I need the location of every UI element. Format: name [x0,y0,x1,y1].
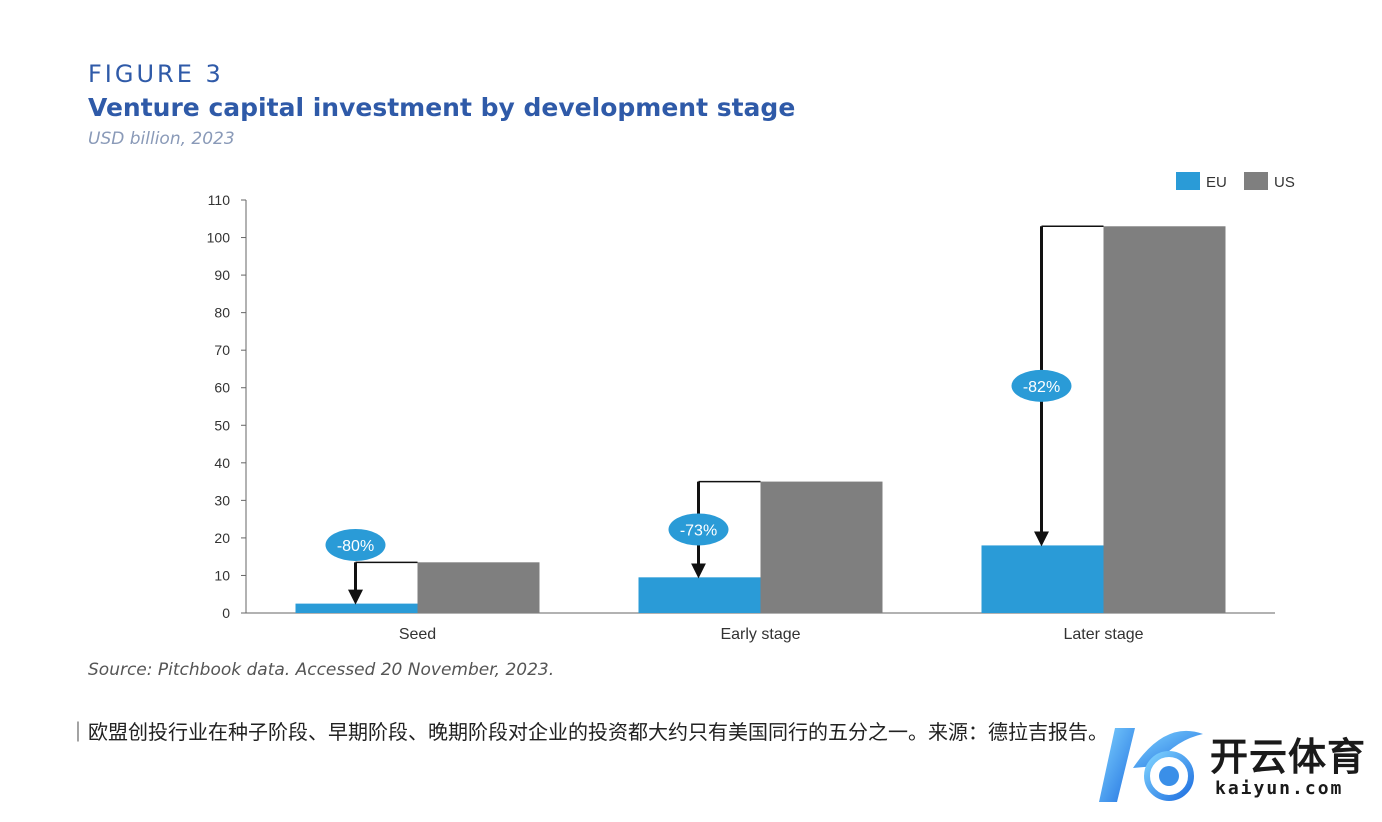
y-tick-label: 60 [214,380,230,396]
x-tick-label: Seed [399,626,436,643]
gap-badge [1011,369,1072,402]
y-tick-label: 110 [208,192,231,208]
bar-us [417,562,540,613]
figure-label: FIGURE 3 [88,60,224,88]
bar-us [760,481,883,613]
legend-swatch-eu [1176,172,1200,190]
y-tick-label: 70 [214,342,230,358]
y-tick-label: 80 [214,305,230,321]
legend-label-eu: EU [1206,174,1227,191]
gap-label: -80% [337,538,374,555]
y-tick-label: 90 [214,267,230,283]
y-tick-label: 20 [214,530,230,546]
x-tick-label: Early stage [720,626,800,643]
gap-badge [325,528,386,561]
gap-badge [668,513,729,546]
y-tick-label: 50 [214,417,230,433]
y-tick-label: 30 [214,492,230,508]
chart-title: Venture capital investment by developmen… [88,93,796,122]
x-tick-label: Later stage [1063,626,1143,643]
bar-eu [981,545,1104,613]
bar-chart: 0 10 20 30 40 50 60 70 80 90 100 110 Seed -80% Early s… [207,172,1295,643]
y-tick-label: 100 [207,230,231,246]
watermark: 开云体育 kaiyun.com [1095,720,1375,810]
legend-label-us: US [1274,174,1295,191]
y-tick-label: 10 [214,567,230,583]
gap-label: -73% [680,522,717,539]
watermark-url: kaiyun.com [1215,778,1344,799]
y-tick-label: 0 [222,605,230,621]
source-note: Source: Pitchbook data. Accessed 20 Nove… [88,660,555,680]
bar-eu [638,577,761,613]
y-tick-label: 40 [214,455,230,471]
kaiyun-logo-icon [1099,728,1203,802]
caption-text: ｜欧盟创投行业在种子阶段、早期阶段、晚期阶段对企业的投资都大约只有美国同行的五分… [68,720,1108,744]
legend-swatch-us [1244,172,1268,190]
gap-label: -82% [1023,379,1060,396]
chart-subtitle: USD billion, 2023 [88,129,235,149]
bar-eu [295,603,418,613]
watermark-brand: 开云体育 [1210,735,1367,779]
bar-us [1103,226,1226,614]
